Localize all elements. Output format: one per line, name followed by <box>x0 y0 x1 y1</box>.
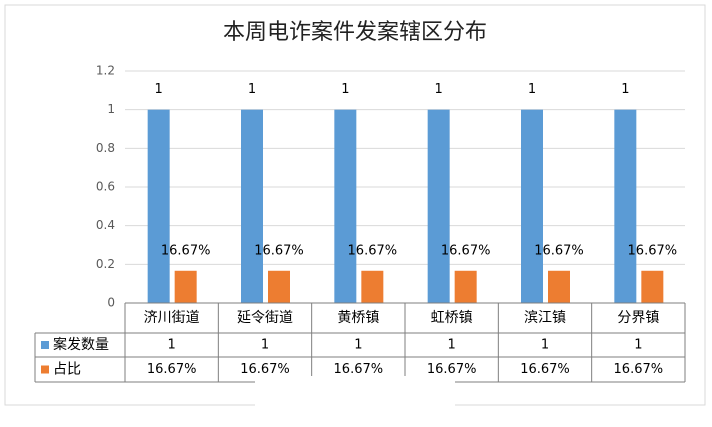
bar <box>174 270 197 303</box>
y-tick-label: 1.2 <box>96 64 115 78</box>
table-cell: 1 <box>448 338 456 353</box>
y-tick-label: 0.4 <box>96 218 115 232</box>
data-label: 1 <box>248 82 256 97</box>
table-cell: 1 <box>634 338 642 353</box>
table-cell: 16.67% <box>614 362 664 377</box>
x-tick-label: 延令街道 <box>237 310 293 326</box>
x-tick-label: 黄桥镇 <box>337 309 379 326</box>
overlay <box>255 376 455 427</box>
legend-swatch <box>41 365 49 374</box>
data-label: 1 <box>528 82 536 97</box>
table-cell: 1 <box>354 338 362 353</box>
data-label: 16.67% <box>161 243 211 258</box>
bar <box>454 270 477 303</box>
bar <box>548 270 570 303</box>
table-cell: 1 <box>261 338 269 353</box>
legend-label: 占比 <box>53 362 81 378</box>
data-label: 1 <box>155 82 163 97</box>
x-tick-label: 分界镇 <box>617 310 659 326</box>
table-cell: 16.67% <box>240 362 290 377</box>
legend-swatch <box>41 341 49 349</box>
y-tick-label: 0 <box>107 296 115 310</box>
table-cell: 1 <box>541 338 549 353</box>
x-tick-label: 济川街道 <box>144 310 200 326</box>
y-tick-label: 0.6 <box>96 180 115 194</box>
bar <box>334 109 357 304</box>
bar <box>614 109 637 304</box>
table-cell: 16.67% <box>334 362 384 377</box>
data-label: 16.67% <box>441 243 491 258</box>
y-tick-label: 0.2 <box>96 257 115 271</box>
data-label: 16.67% <box>254 243 304 258</box>
bar <box>361 270 384 303</box>
data-label: 1 <box>621 82 629 97</box>
data-label: 16.67% <box>628 243 678 258</box>
x-tick-label: 滨江镇 <box>524 310 566 326</box>
y-tick-label: 1 <box>107 102 115 116</box>
chart-title: 本周电诈案件发案辖区分布 <box>223 20 487 45</box>
y-tick-label: 0.8 <box>96 141 115 155</box>
bar <box>427 109 450 304</box>
legend-label: 案发数量 <box>53 336 109 353</box>
x-tick-label: 虹桥镇 <box>431 310 473 326</box>
data-label: 1 <box>341 82 349 97</box>
bar <box>641 270 664 303</box>
bar <box>147 109 170 304</box>
table-cell: 16.67% <box>147 362 197 377</box>
table-cell: 16.67% <box>427 362 477 377</box>
bar <box>268 270 290 303</box>
data-label: 1 <box>435 82 443 97</box>
table-cell: 16.67% <box>520 362 570 377</box>
table-cell: 1 <box>168 338 176 353</box>
bar <box>241 109 263 304</box>
data-label: 16.67% <box>534 243 584 258</box>
bar <box>521 109 543 304</box>
data-label: 16.67% <box>348 243 398 258</box>
